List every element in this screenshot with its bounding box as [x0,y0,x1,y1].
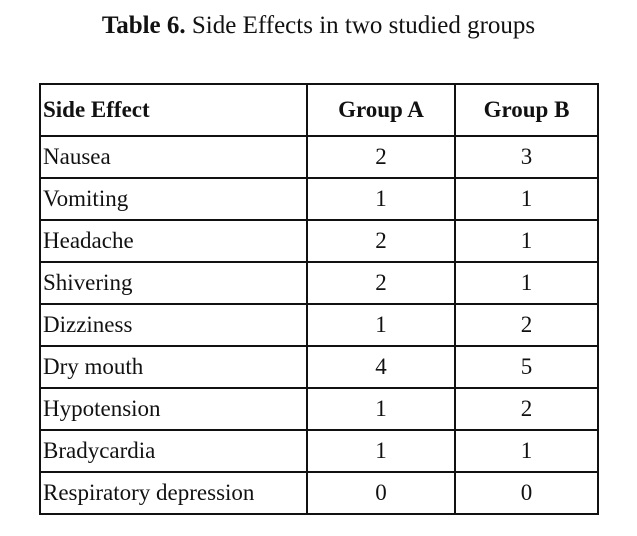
table-row: Respiratory depression 0 0 [39,471,599,515]
cell-group-b: 0 [454,471,599,515]
cell-group-b: 1 [454,429,599,473]
header-row: Side Effect Group A Group B [39,83,599,137]
table-row: Headache 2 1 [39,219,599,263]
cell-group-a: 1 [306,387,456,431]
header-side-effect: Side Effect [39,83,308,137]
cell-group-a: 0 [306,471,456,515]
cell-side-effect: Hypotension [39,387,308,431]
cell-group-b: 1 [454,261,599,305]
cell-group-a: 2 [306,135,456,179]
table-caption-label: Table 6. [101,12,186,39]
side-effects-table: Side Effect Group A Group B Nausea 2 3 V… [39,83,599,515]
cell-group-b: 3 [454,135,599,179]
cell-side-effect: Respiratory depression [39,471,308,515]
cell-side-effect: Bradycardia [39,429,308,473]
cell-group-a: 1 [306,429,456,473]
cell-group-b: 2 [454,303,599,347]
cell-group-a: 1 [306,177,456,221]
cell-group-a: 2 [306,219,456,263]
table-row: Shivering 2 1 [39,261,599,305]
cell-side-effect: Dizziness [39,303,308,347]
cell-side-effect: Headache [39,219,308,263]
table-body: Nausea 2 3 Vomiting 1 1 Headache 2 1 Shi… [39,135,599,515]
cell-group-b: 5 [454,345,599,389]
cell-group-b: 1 [454,177,599,221]
header-group-a: Group A [306,83,456,137]
cell-group-a: 1 [306,303,456,347]
cell-group-a: 2 [306,261,456,305]
cell-group-b: 2 [454,387,599,431]
table-caption: Table 6. Side Effects in two studied gro… [0,10,637,42]
cell-side-effect: Shivering [39,261,308,305]
table-row: Dizziness 1 2 [39,303,599,347]
cell-side-effect: Dry mouth [39,345,308,389]
table-row: Vomiting 1 1 [39,177,599,221]
cell-group-a: 4 [306,345,456,389]
cell-side-effect: Vomiting [39,177,308,221]
table-row: Bradycardia 1 1 [39,429,599,473]
table-row: Dry mouth 4 5 [39,345,599,389]
cell-group-b: 1 [454,219,599,263]
table-row: Nausea 2 3 [39,135,599,179]
cell-side-effect: Nausea [39,135,308,179]
table-row: Hypotension 1 2 [39,387,599,431]
table-caption-text: Side Effects in two studied groups [191,12,536,39]
header-group-b: Group B [454,83,599,137]
table-header: Side Effect Group A Group B [39,83,599,137]
